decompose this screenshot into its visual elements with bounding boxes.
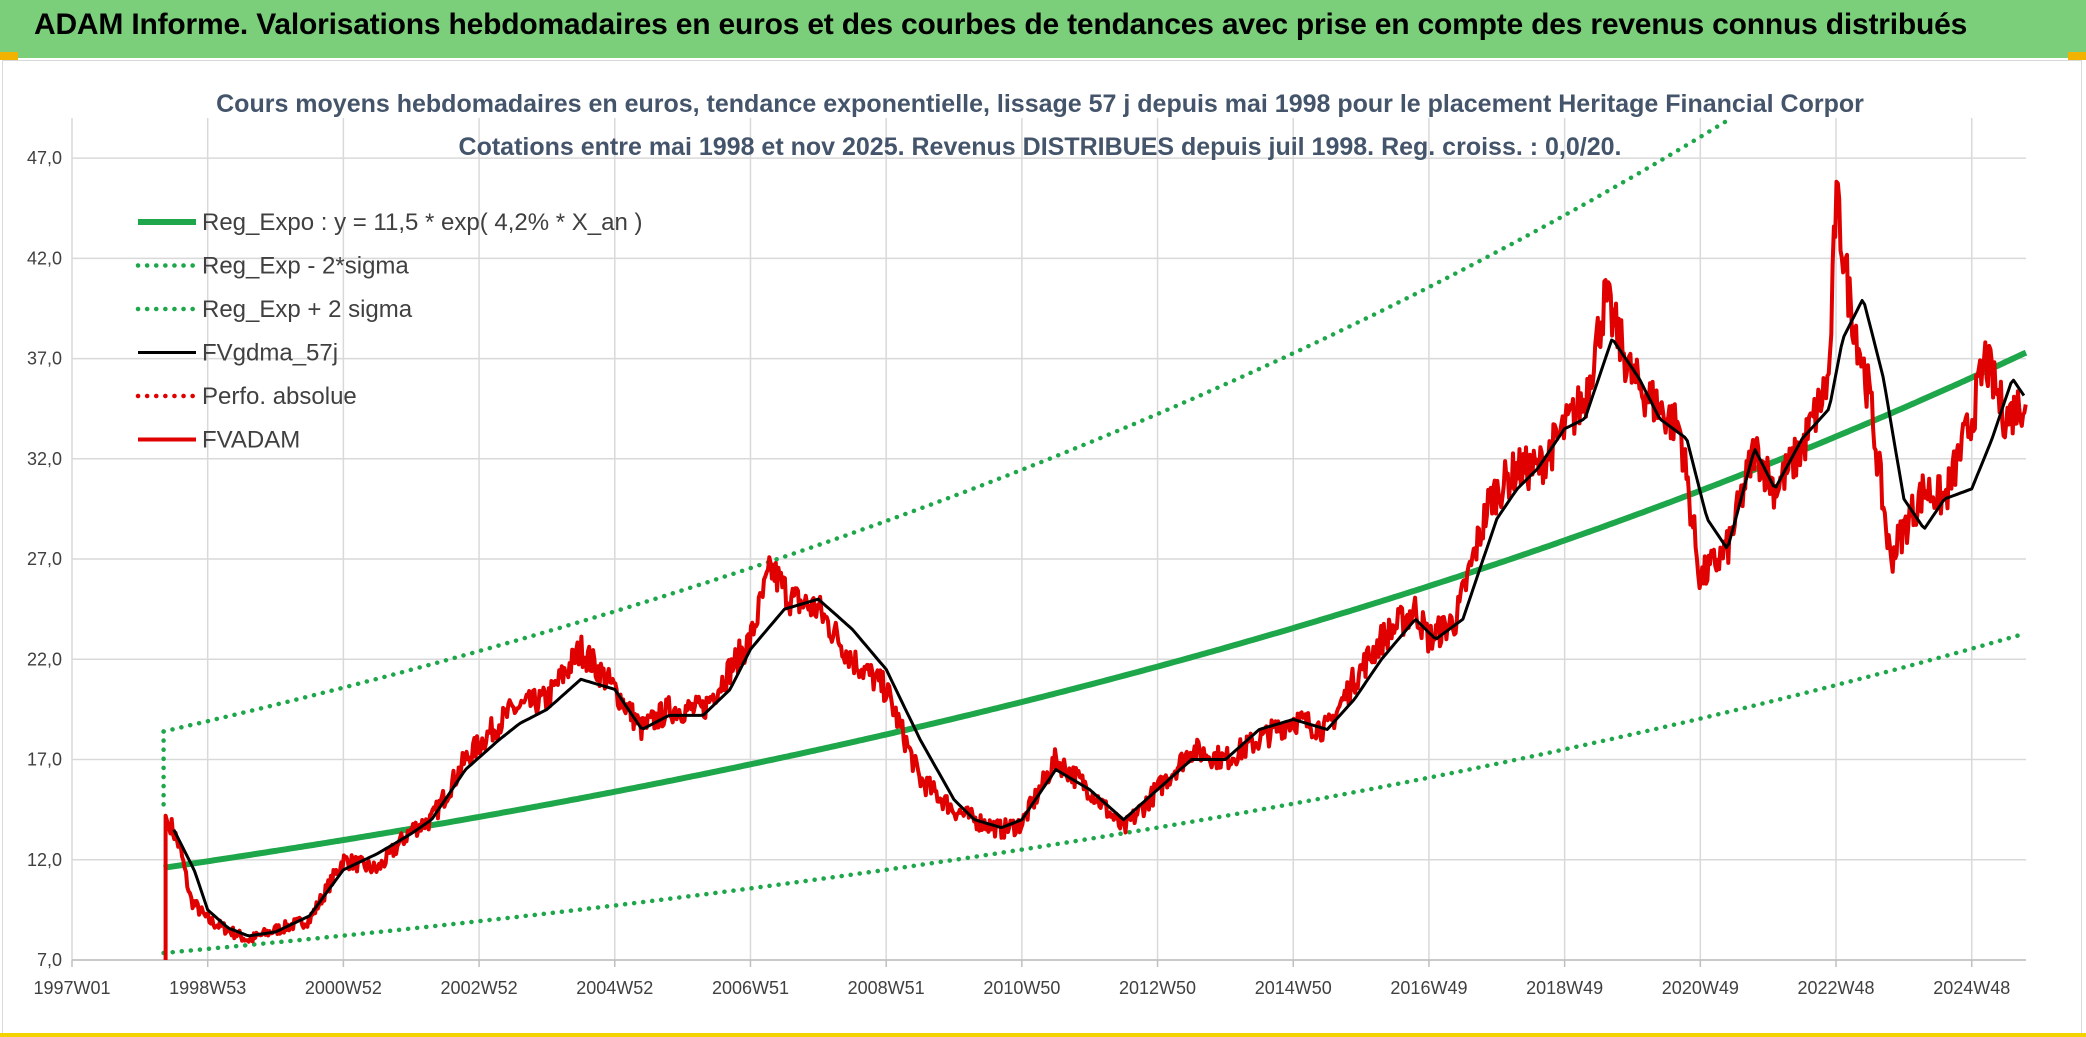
x-tick-label: 2012W50 (1119, 978, 1196, 998)
y-tick-label: 32,0 (27, 449, 62, 469)
series-line-reg_exp---2sigma (161, 630, 2029, 956)
x-tick-label: 2014W50 (1255, 978, 1332, 998)
series-line-fvadam (163, 179, 2028, 960)
corner-mark-left (0, 52, 18, 60)
x-tick-label: 2010W50 (983, 978, 1060, 998)
series-layer (161, 116, 2029, 960)
corner-mark-right (2068, 52, 2086, 60)
x-tick-label: 2006W51 (712, 978, 789, 998)
legend-label-reg_exp---2sigma: Reg_Exp - 2*sigma (202, 253, 409, 280)
x-tick-label: 2002W52 (441, 978, 518, 998)
series-line-reg_expo--y--115--exp-42--x_an- (163, 349, 2028, 871)
y-tick-label: 27,0 (27, 549, 62, 569)
x-tick-label: 2008W51 (848, 978, 925, 998)
y-tick-label: 7,0 (37, 950, 62, 970)
x-tick-label: 2022W48 (1797, 978, 1874, 998)
legend-label-fvadam: FVADAM (202, 427, 300, 454)
report-header: ADAM Informe. Valorisations hebdomadaire… (0, 0, 2086, 58)
x-tick-label: 2016W49 (1390, 978, 1467, 998)
y-tick-label: 12,0 (27, 850, 62, 870)
legend-label-reg_exp--2-sigma: Reg_Exp + 2 sigma (202, 296, 413, 323)
series-line-fvgdma_57j (172, 299, 2026, 938)
report-title: ADAM Informe. Valorisations hebdomadaire… (34, 8, 1968, 41)
legend-label-perfo-absolue: Perfo. absolue (202, 383, 357, 410)
y-tick-label: 42,0 (27, 248, 62, 268)
series-line-reg_exp--2-sigma (161, 116, 1734, 734)
x-tick-label: 2004W52 (576, 978, 653, 998)
y-tick-label: 17,0 (27, 750, 62, 770)
legend-label-fvgdma_57j: FVgdma_57j (202, 340, 338, 367)
legend: Reg_Expo : y = 11,5 * exp( 4,2% * X_an )… (135, 209, 642, 454)
y-tick-label: 37,0 (27, 349, 62, 369)
bottom-band (0, 1033, 2086, 1037)
x-tick-label: 2024W48 (1933, 978, 2010, 998)
x-tick-label: 2018W49 (1526, 978, 1603, 998)
axes: 7,0 12,0 17,0 22,0 27,0 32,0 37,0 42,0 47,0 1997W… (27, 148, 2026, 998)
chart-subtitle: Cotations entre mai 1998 et nov 2025. Re… (459, 133, 1622, 161)
x-tick-label: 2000W52 (305, 978, 382, 998)
x-tick-label: 1997W01 (33, 978, 110, 998)
x-tick-label: 2020W49 (1662, 978, 1739, 998)
legend-label-reg_expo--y--115--exp-42--x_an-: Reg_Expo : y = 11,5 * exp( 4,2% * X_an ) (202, 209, 642, 236)
x-tick-label: 1998W53 (169, 978, 246, 998)
y-tick-label: 22,0 (27, 649, 62, 669)
chart-title: Cours moyens hebdomadaires en euros, ten… (216, 90, 1864, 118)
y-tick-label: 47,0 (27, 148, 62, 168)
